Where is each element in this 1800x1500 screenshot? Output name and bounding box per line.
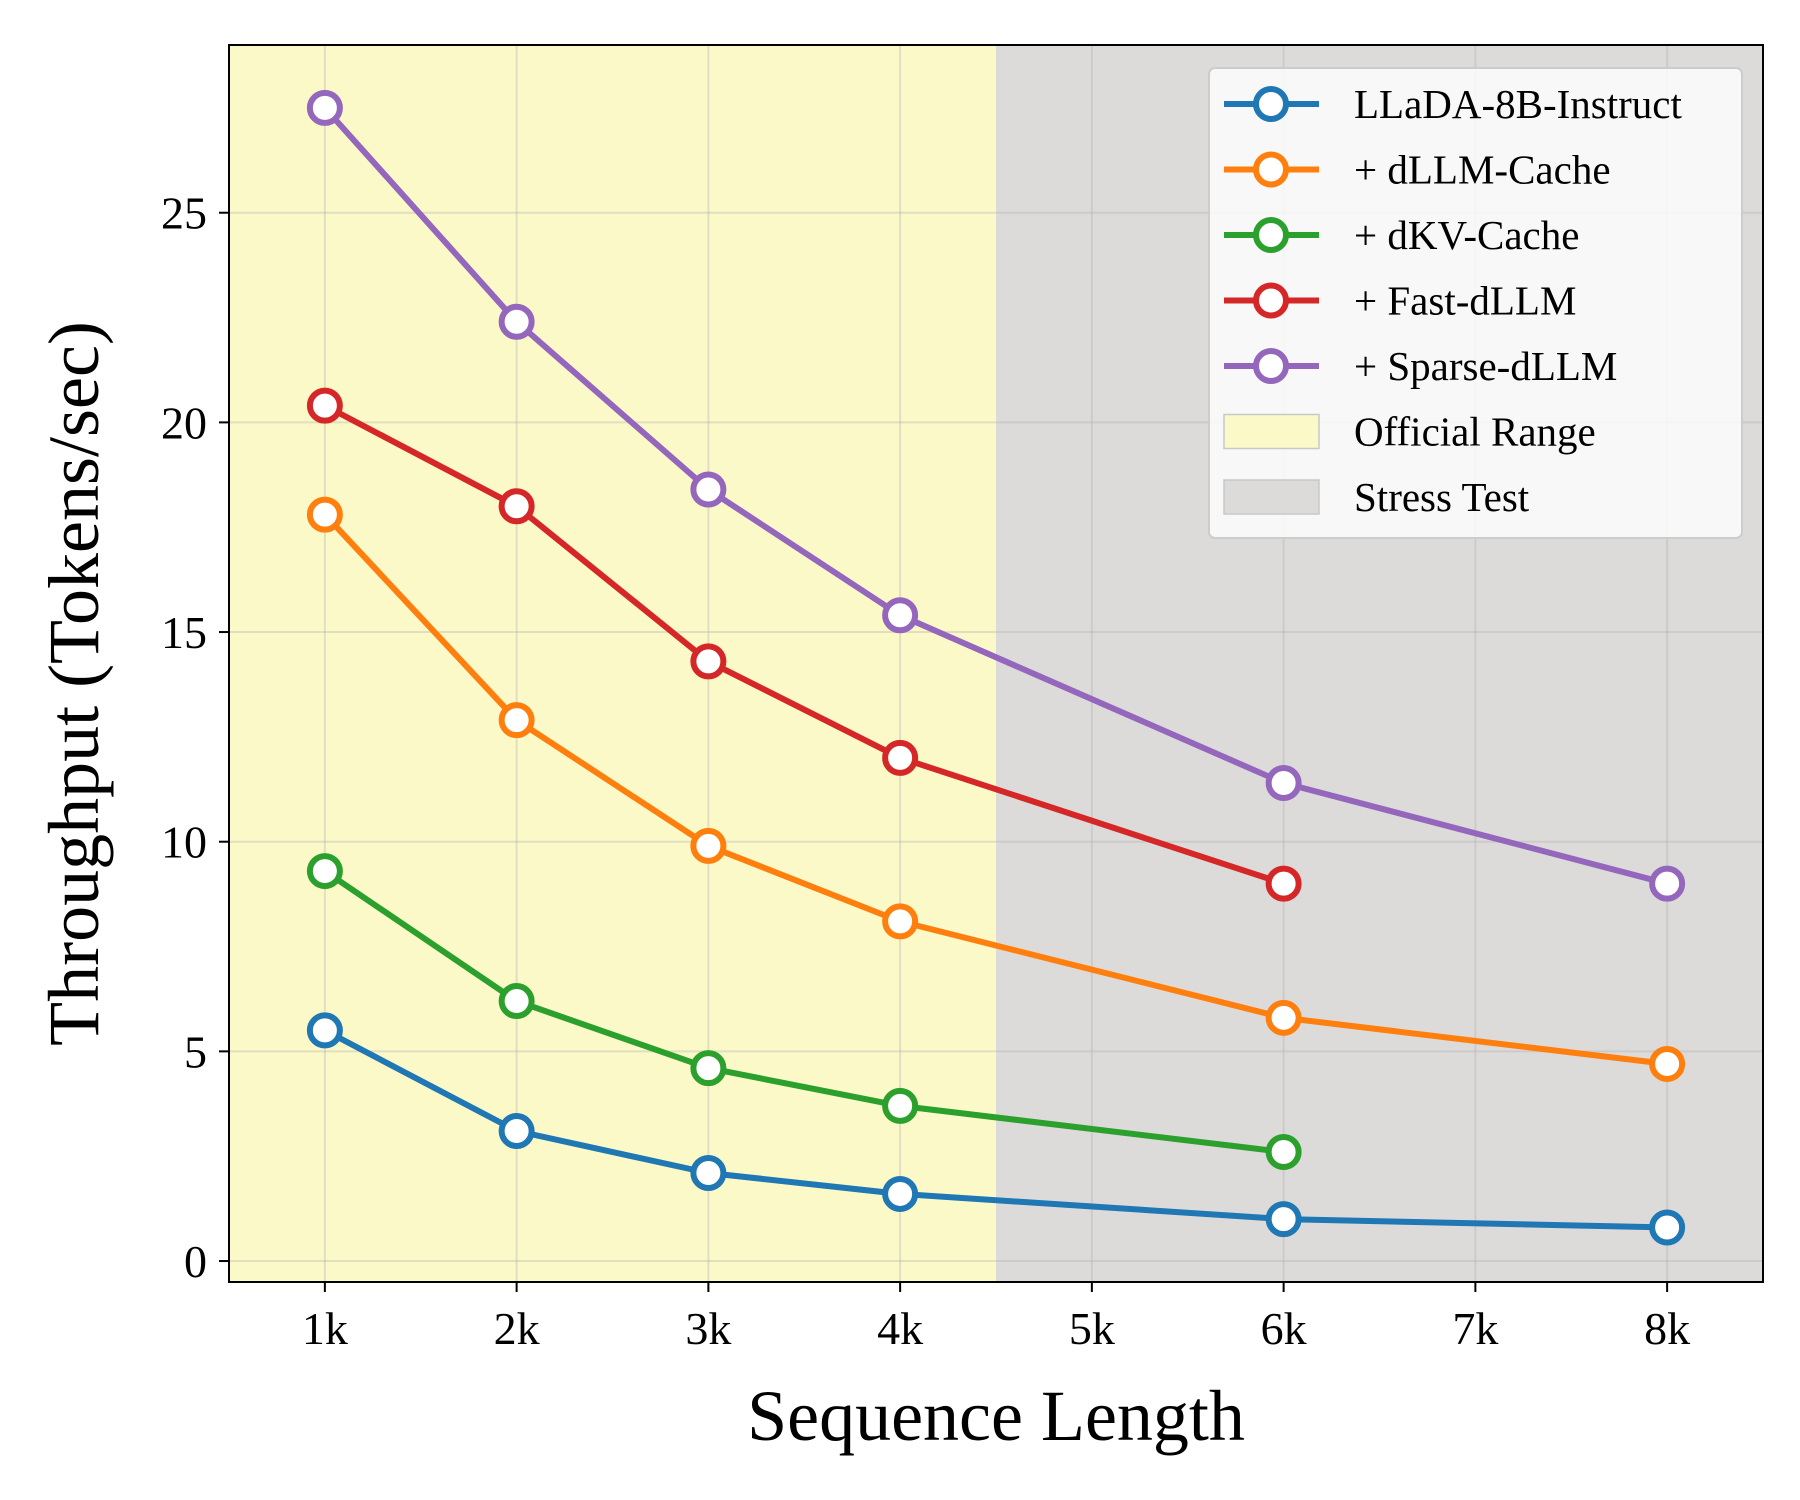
axis-ticks: 1k 2k 3k 4k 5k 6k 7k 8k 0 5 10 15 20 25: [161, 188, 1690, 1354]
series-sparse-dllm: [306, 89, 1686, 902]
series-dkv-cache: [306, 853, 1302, 1171]
y-tick-label: 0: [184, 1236, 207, 1287]
data-point-dkv-cache-1: [498, 983, 535, 1020]
data-point-fast-dllm-4: [1265, 865, 1302, 902]
legend-label: Official Range: [1354, 409, 1596, 455]
data-point-sparse-dllm-5: [1649, 865, 1686, 902]
data-point-sparse-dllm-0: [306, 89, 343, 126]
series-llada-8b-instruct: [306, 1012, 1686, 1246]
data-point-dllm-cache-0: [306, 496, 343, 533]
region-official-range: [229, 45, 996, 1282]
legend-label: + Sparse-dLLM: [1354, 343, 1617, 389]
legend-item-fast-dllm: + Fast-dLLM: [1224, 278, 1576, 324]
legend-marker-swatch: [1253, 282, 1289, 319]
legend-item-sparse-dllm: + Sparse-dLLM: [1224, 343, 1617, 389]
data-point-sparse-dllm-3: [882, 597, 919, 634]
y-tick-label: 15: [161, 607, 207, 658]
y-tick-label: 10: [161, 817, 207, 868]
data-point-fast-dllm-0: [306, 387, 343, 424]
data-point-llada-8b-instruct-1: [498, 1113, 535, 1150]
data-point-dkv-cache-3: [882, 1087, 919, 1124]
legend-label: + dKV-Cache: [1354, 212, 1579, 258]
legend-region-swatch: [1223, 479, 1320, 515]
series-layer: [306, 89, 1686, 1246]
legend-marker-swatch: [1253, 217, 1289, 253]
legend-label: + dLLM-Cache: [1354, 147, 1611, 193]
series-fast-dllm: [306, 387, 1302, 902]
x-tick-label: 5k: [1069, 1303, 1115, 1354]
legend-label: LLaDA-8B-Instruct: [1354, 81, 1683, 127]
plot-frame: [228, 44, 1764, 1283]
x-tick-label: 4k: [877, 1303, 923, 1354]
data-point-dllm-cache-5: [1649, 1045, 1686, 1082]
legend-label: Stress Test: [1354, 474, 1530, 520]
legend: LLaDA-8B-Instruct + dLLM-Cache + dKV-Cache…: [1208, 67, 1743, 539]
series-dllm-cache: [306, 496, 1686, 1082]
legend-marker-swatch: [1253, 151, 1289, 188]
x-tick-label: 3k: [685, 1303, 731, 1354]
legend-item-dllm-cache: + dLLM-Cache: [1224, 147, 1611, 193]
data-point-dkv-cache-4: [1265, 1134, 1302, 1171]
data-point-sparse-dllm-4: [1265, 765, 1302, 802]
data-point-dllm-cache-3: [882, 903, 919, 940]
data-point-llada-8b-instruct-0: [306, 1012, 343, 1049]
x-tick-label: 7k: [1452, 1303, 1498, 1354]
data-point-fast-dllm-2: [690, 643, 727, 680]
legend-item-dkv-cache: + dKV-Cache: [1224, 212, 1579, 258]
data-point-sparse-dllm-1: [498, 303, 535, 340]
legend-item-stress-test: Stress Test: [1223, 474, 1530, 520]
data-point-sparse-dllm-2: [690, 471, 727, 508]
legend-item-official-range: Official Range: [1223, 409, 1596, 455]
data-point-dllm-cache-1: [498, 702, 535, 739]
data-point-fast-dllm-3: [882, 739, 919, 776]
x-tick-label: 1k: [302, 1303, 348, 1354]
legend-region-swatch: [1223, 413, 1320, 450]
x-tick-label: 8k: [1644, 1303, 1690, 1354]
data-point-dllm-cache-2: [690, 827, 727, 864]
legend-box: [1208, 67, 1743, 539]
data-point-fast-dllm-1: [498, 488, 535, 525]
x-tick-label: 6k: [1261, 1303, 1307, 1354]
legend-label: + Fast-dLLM: [1354, 278, 1576, 324]
data-point-llada-8b-instruct-4: [1265, 1201, 1302, 1238]
data-point-dkv-cache-0: [306, 853, 343, 890]
y-axis-title: Throughput (Tokens/sec): [34, 321, 114, 1046]
data-point-llada-8b-instruct-5: [1649, 1209, 1686, 1246]
x-tick-label: 2k: [494, 1303, 540, 1354]
series-line-dllm-cache: [321, 511, 1671, 1067]
series-line-llada-8b-instruct: [321, 1027, 1671, 1231]
legend-marker-swatch: [1253, 86, 1289, 122]
legend-marker-swatch: [1253, 348, 1289, 384]
y-tick-label: 5: [184, 1026, 207, 1077]
data-point-dllm-cache-4: [1265, 999, 1302, 1036]
data-point-llada-8b-instruct-3: [882, 1175, 919, 1212]
data-point-dkv-cache-2: [690, 1050, 727, 1087]
data-point-llada-8b-instruct-2: [690, 1154, 727, 1191]
y-tick-label: 25: [161, 188, 207, 239]
y-tick-label: 20: [161, 397, 207, 448]
x-axis-title: Sequence Length: [747, 1376, 1245, 1456]
legend-item-llada-8b-instruct: LLaDA-8B-Instruct: [1224, 81, 1683, 127]
series-line-sparse-dllm: [321, 104, 1671, 887]
